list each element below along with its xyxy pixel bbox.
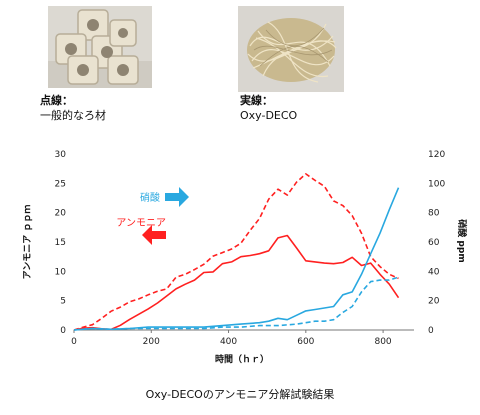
dotted-line-heading: 点線： — [40, 94, 73, 107]
solid-line-heading: 実線： — [240, 94, 273, 107]
x-axis-title: 時間（ｈｒ） — [215, 353, 269, 365]
dotted-line-text: 一般的なろ材 — [40, 109, 106, 122]
y-left-tick-label: 5 — [60, 297, 66, 307]
ammonia-solid-line — [73, 234, 400, 331]
y-left-tick-label: 15 — [55, 238, 66, 248]
y-right-tick-label: 40 — [428, 267, 440, 277]
nitrate-dashed-line — [73, 276, 399, 331]
y-right-tick-label: 120 — [428, 150, 445, 160]
ceramic-rings-photo — [48, 6, 152, 88]
arrow-left-icon — [142, 225, 166, 245]
x-tick-label: 200 — [143, 337, 160, 347]
solid-line-text: Oxy-DECO — [240, 109, 298, 122]
x-tick-label: 800 — [374, 337, 391, 347]
ammonia-annotation-label: アンモニア — [116, 218, 166, 229]
y-axis-right-title: 硝酸 ppm — [456, 219, 468, 262]
ammonia-decomposition-chart: 0 200 400 600 800 0 5 10 15 20 25 30 0 20 40 60 80 100 120… — [22, 150, 468, 365]
solid-line-note: 実線： Oxy-DECO — [240, 93, 297, 123]
x-tick-label: 0 — [71, 337, 77, 347]
y-left-tick-label: 30 — [55, 150, 67, 160]
y-left-tick-label: 25 — [55, 179, 66, 189]
figure-caption: Oxy-DECOのアンモニア分解試験結果 — [145, 388, 335, 401]
chart-axes: 0 200 400 600 800 0 5 10 15 20 25 30 0 20 40 60 80 100 120 — [55, 150, 446, 347]
nitrate-solid-line — [73, 187, 400, 331]
y-right-tick-label: 0 — [428, 326, 434, 336]
y-right-tick-label: 60 — [428, 238, 440, 248]
y-right-tick-label: 100 — [428, 179, 445, 189]
y-left-tick-label: 10 — [55, 267, 67, 277]
arrow-right-icon — [165, 187, 189, 207]
y-left-tick-label: 0 — [60, 326, 66, 336]
nitrate-annotation-label: 硝酸 — [140, 191, 160, 204]
x-tick-label: 600 — [297, 337, 314, 347]
dotted-line-note: 点線： 一般的なろ材 — [40, 93, 106, 123]
y-right-tick-label: 20 — [428, 297, 440, 307]
y-left-tick-label: 20 — [55, 209, 67, 219]
x-tick-label: 400 — [220, 337, 237, 347]
y-right-tick-label: 80 — [428, 209, 440, 219]
chart-series — [73, 173, 400, 331]
ammonia-dashed-line — [73, 173, 399, 331]
fiber-tangle-photo — [238, 6, 344, 92]
y-axis-left-title: アンモニア ｐｐｍ — [22, 205, 34, 280]
